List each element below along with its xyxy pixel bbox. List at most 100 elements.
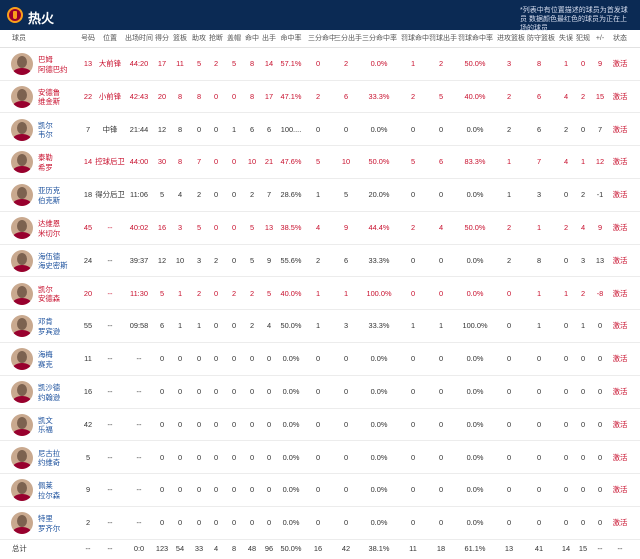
stat-status[interactable]: 激活 <box>612 223 628 232</box>
player-avatar[interactable] <box>11 282 33 305</box>
column-header-stl[interactable]: 抢断 <box>209 35 223 42</box>
stat-status[interactable]: 激活 <box>612 485 628 495</box>
column-header-pts[interactable]: 得分 <box>155 35 169 42</box>
stat-status[interactable]: 激活 <box>612 255 628 265</box>
column-header-fgm[interactable]: 命中 <box>245 35 259 42</box>
stat-pf: 1 <box>580 321 586 331</box>
player-name-link[interactable]: 达维恩 米切尔 <box>38 219 61 238</box>
player-avatar[interactable] <box>11 381 33 403</box>
stat-tpa: 0 <box>343 419 349 429</box>
column-header-pf[interactable]: 犯规 <box>576 35 590 42</box>
stat-tpm: 0 <box>315 452 321 462</box>
column-header-tpa[interactable]: 三分出手 <box>334 35 362 42</box>
player-avatar[interactable] <box>11 217 33 239</box>
stat-tpm: 2 <box>315 255 321 265</box>
player-avatar[interactable] <box>11 512 33 535</box>
column-header-ftp[interactable]: 罚球命中率 <box>458 35 493 42</box>
column-header-ast[interactable]: 助攻 <box>192 35 206 42</box>
stat-status[interactable]: 激活 <box>612 518 628 528</box>
stat-min: 21:44 <box>129 124 149 134</box>
player-avatar[interactable] <box>11 85 33 108</box>
player-name-link[interactable]: 海梅 赛克 <box>38 350 53 369</box>
column-header-min[interactable]: 出场时间 <box>125 35 153 42</box>
player-name-link[interactable]: 特里 罗齐尔 <box>38 514 61 533</box>
column-header-tov[interactable]: 失误 <box>559 35 573 42</box>
stat-pts: 0 <box>159 485 165 495</box>
player-avatar[interactable] <box>11 446 33 469</box>
player-avatar[interactable] <box>11 249 33 272</box>
column-header-reb[interactable]: 篮板 <box>173 35 187 42</box>
stat-min: -- <box>136 452 142 462</box>
player-avatar[interactable] <box>11 184 33 207</box>
stat-tov: 4 <box>563 91 569 101</box>
column-header-fga[interactable]: 出手 <box>262 35 276 42</box>
player-name-link[interactable]: 安德鲁 维金斯 <box>38 87 61 107</box>
stat-status[interactable]: 激活 <box>612 387 628 396</box>
player-name-link[interactable]: 邓肯 罗宾逊 <box>38 317 61 336</box>
stat-fgm: 8 <box>249 91 255 101</box>
column-header-pm[interactable]: +/- <box>595 35 605 42</box>
total-pm: -- <box>597 544 603 553</box>
total-stl: 4 <box>213 544 219 553</box>
stat-fgp: 47.6% <box>280 157 302 167</box>
player-avatar[interactable] <box>11 53 33 75</box>
column-header-oreb[interactable]: 进攻篮板 <box>497 35 525 42</box>
stat-status[interactable]: 激活 <box>612 419 628 429</box>
player-name-link[interactable]: 泰勒 希罗 <box>38 153 53 172</box>
player-name-link[interactable]: 尼古拉 约维奇 <box>38 448 61 468</box>
player-name-link[interactable]: 海伍德 海史密斯 <box>38 251 68 271</box>
stat-pos: -- <box>107 518 113 528</box>
stat-dreb: 6 <box>536 91 542 101</box>
column-header-tpp[interactable]: 三分命中率 <box>362 35 397 42</box>
stat-pos: -- <box>107 387 113 396</box>
stat-blk: 0 <box>231 452 237 462</box>
column-header-blk[interactable]: 盖帽 <box>227 35 241 42</box>
stat-reb: 0 <box>177 354 183 364</box>
stat-tpm: 0 <box>315 124 321 134</box>
player-name-link[interactable]: 凯尔 韦尔 <box>38 120 53 140</box>
player-name-link[interactable]: 亚历克 伯克斯 <box>38 186 61 205</box>
player-name-link[interactable]: 凯尔 安德森 <box>38 284 61 304</box>
column-header-fta[interactable]: 罚球出手 <box>429 35 457 42</box>
stat-status[interactable]: 激活 <box>612 321 628 331</box>
stat-status[interactable]: 激活 <box>612 354 628 364</box>
stat-status[interactable]: 激活 <box>612 452 628 462</box>
column-header-status[interactable]: 状态 <box>613 35 627 42</box>
stat-status[interactable]: 激活 <box>612 124 628 134</box>
stat-ftm: 0 <box>410 354 416 364</box>
stat-number: 13 <box>83 59 93 68</box>
column-header-number[interactable]: 号码 <box>81 35 95 42</box>
stat-status[interactable]: 激活 <box>612 91 628 101</box>
stat-status[interactable]: 激活 <box>612 190 628 200</box>
player-name-link[interactable]: 佩莱 拉尔森 <box>38 481 61 500</box>
stat-stl: 2 <box>213 59 219 68</box>
stat-status[interactable]: 激活 <box>612 157 628 167</box>
stat-status[interactable]: 激活 <box>612 288 628 298</box>
stat-status[interactable]: 激活 <box>612 59 628 68</box>
stat-fga: 0 <box>266 518 272 528</box>
stat-pts: 0 <box>159 387 165 396</box>
stat-fga: 4 <box>266 321 272 331</box>
column-header-pos[interactable]: 位置 <box>103 35 117 42</box>
column-header-ftm[interactable]: 罚球命中 <box>401 35 429 42</box>
stat-pm: 9 <box>597 59 603 68</box>
player-avatar[interactable] <box>11 151 33 174</box>
player-name-link[interactable]: 凯沙德 约翰逊 <box>38 383 61 402</box>
stat-fga: 14 <box>264 59 274 68</box>
stat-tpa: 0 <box>343 452 349 462</box>
heat-logo-icon <box>7 7 23 23</box>
column-header-name[interactable]: 球员 <box>12 35 26 42</box>
column-header-tpm[interactable]: 三分命中 <box>308 35 336 42</box>
player-avatar[interactable] <box>11 479 33 502</box>
player-avatar[interactable] <box>11 315 33 338</box>
stat-pts: 0 <box>159 518 165 528</box>
column-header-dreb[interactable]: 防守篮板 <box>527 35 555 42</box>
player-avatar[interactable] <box>11 348 33 371</box>
table-row: 凯尔 安德森 20 -- 11:30 5 1 2 0 2 2 5 40.0% 1 1 100.0% 0 0 0.0… <box>0 278 640 311</box>
stat-stl: 0 <box>213 485 219 495</box>
player-name-link[interactable]: 凯文 乐福 <box>38 415 53 435</box>
player-avatar[interactable] <box>11 413 33 436</box>
column-header-fgp[interactable]: 命中率 <box>280 35 302 42</box>
player-name-link[interactable]: 巴姆 阿德巴约 <box>38 55 68 74</box>
player-avatar[interactable] <box>11 118 33 141</box>
